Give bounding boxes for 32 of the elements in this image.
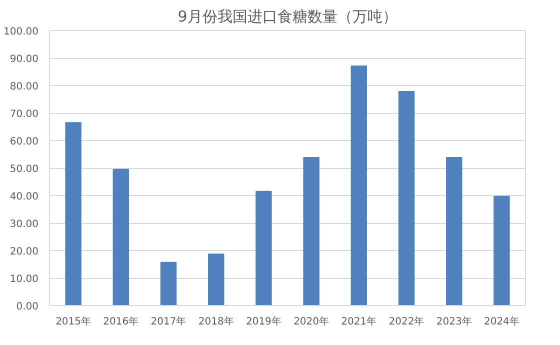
chart-title: 9月份我国进口食糖数量（万吨） [178, 8, 398, 26]
y-tick-label: 30.00 [10, 219, 39, 230]
x-tick-label: 2023年 [436, 316, 472, 328]
x-tick-label: 2017年 [150, 316, 186, 328]
x-tick-label: 2015年 [56, 316, 92, 328]
x-tick-label: 2021年 [341, 316, 377, 328]
y-tick-label: 10.00 [10, 274, 39, 285]
bar [350, 65, 368, 306]
bar [494, 196, 510, 306]
bar [65, 122, 82, 306]
x-tick-label: 2024年 [484, 316, 520, 328]
bar [303, 157, 320, 306]
y-tick-label: 70.00 [10, 109, 39, 120]
y-tick-label: 100.00 [4, 26, 39, 38]
x-tick-label: 2018年 [198, 316, 234, 328]
bar [446, 157, 462, 306]
x-tick-label: 2016年 [103, 316, 139, 328]
y-tick-label: 40.00 [10, 192, 39, 202]
y-tick-label: 80.00 [10, 82, 39, 92]
bar [160, 262, 177, 306]
y-tick-label: 50.00 [10, 164, 39, 175]
y-tick-label: 20.00 [10, 246, 39, 258]
x-tick-label: 2020年 [294, 316, 330, 328]
y-tick-label: 60.00 [10, 136, 39, 148]
bar [256, 190, 272, 306]
y-tick-label: 90.00 [10, 54, 39, 65]
bar [112, 168, 130, 306]
bar [398, 91, 415, 306]
x-tick-label: 2019年 [246, 316, 282, 328]
bar [208, 254, 224, 306]
x-tick-label: 2022年 [388, 316, 424, 328]
y-tick-label: 0.00 [16, 302, 38, 312]
